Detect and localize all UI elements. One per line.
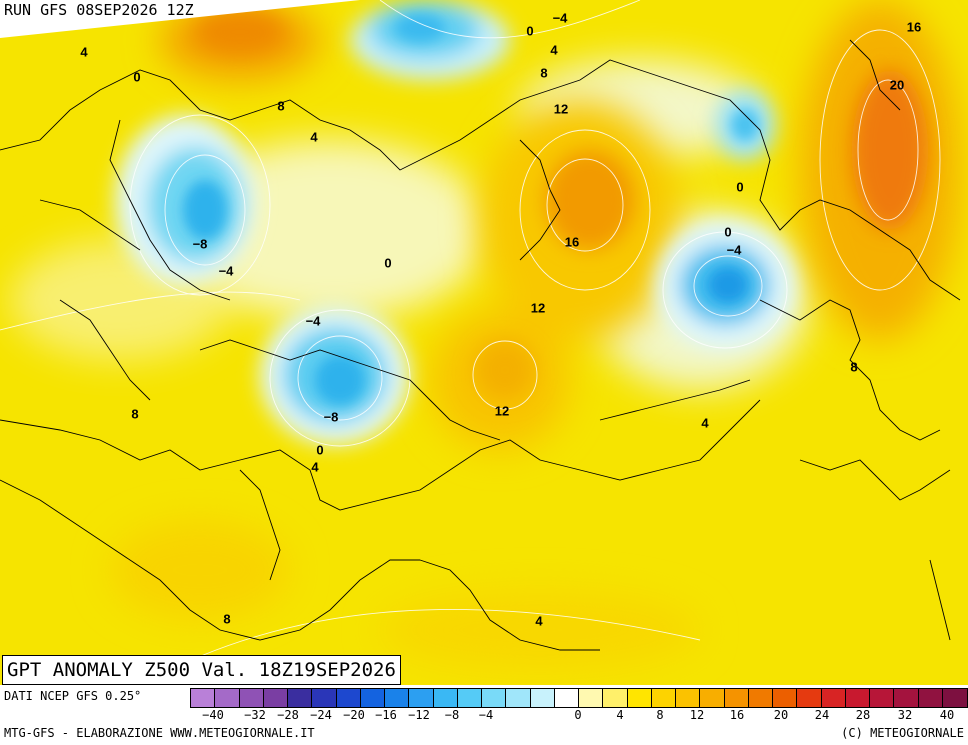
colorbar-swatch xyxy=(409,689,434,707)
contour-label: 12 xyxy=(553,101,569,117)
contour-label: −4 xyxy=(218,263,234,279)
contour-label: 4 xyxy=(310,129,318,145)
contour-lines xyxy=(0,0,941,681)
colorbar-tick-label: −4 xyxy=(478,708,494,722)
colorbar-swatch xyxy=(482,689,507,707)
contour-label: 12 xyxy=(530,300,546,316)
data-source-label: DATI NCEP GFS 0.25° xyxy=(4,689,142,703)
colorbar-swatch xyxy=(724,689,749,707)
contour-label: 16 xyxy=(564,234,580,250)
contour-label: 4 xyxy=(80,44,88,60)
colorbar-swatch xyxy=(870,689,895,707)
colorbar-tick-label: 20 xyxy=(773,708,789,722)
colorbar-swatch xyxy=(433,689,458,707)
colorbar-swatch xyxy=(603,689,628,707)
colorbar-swatch xyxy=(360,689,385,707)
coastlines-borders xyxy=(0,39,961,651)
credit-right: (C) METEOGIORNALE xyxy=(841,726,964,740)
colorbar-swatch xyxy=(845,689,870,707)
colorbar-swatch xyxy=(239,689,264,707)
colorbar-tick-label: 40 xyxy=(939,708,955,722)
colorbar-swatch xyxy=(773,689,798,707)
contour-label: 4 xyxy=(535,613,543,629)
field-hot-areas xyxy=(195,10,928,400)
contour-label: 8 xyxy=(850,359,858,375)
contour-label: 16 xyxy=(906,19,922,35)
colorbar-swatch xyxy=(821,689,846,707)
colorbar-swatch xyxy=(700,689,725,707)
colorbar-swatch xyxy=(797,689,822,707)
colorbar-tick-label: 28 xyxy=(855,708,871,722)
contour-label: 4 xyxy=(550,42,558,58)
contour-label: 12 xyxy=(494,403,510,419)
colorbar-tick-label: 8 xyxy=(656,708,664,722)
colorbar-tick-label: −24 xyxy=(310,708,332,722)
contour-label: 8 xyxy=(223,611,231,627)
colorbar-tick-label: 0 xyxy=(574,708,582,722)
colorbar-swatch xyxy=(506,689,531,707)
colorbar-ticks: −40 −32 −28 −24 −20 −16 −12 −8 −4 0 4 8 12 16 20 24 28 32… xyxy=(190,708,966,724)
contour-label: 0 xyxy=(736,179,744,195)
anomaly-title: GPT ANOMALY Z500 Val. 18Z19SEP2026 xyxy=(2,655,401,685)
colorbar-swatch xyxy=(554,689,579,707)
contour-label: 8 xyxy=(131,406,139,422)
map-border-wedge xyxy=(0,0,360,38)
colorbar-tick-label: −8 xyxy=(444,708,460,722)
colorbar-tick-label: −16 xyxy=(375,708,397,722)
colorbar-swatch xyxy=(918,689,943,707)
contour-label: −4 xyxy=(726,242,742,258)
field-cold-cores xyxy=(183,14,759,405)
contour-label: −8 xyxy=(323,409,339,425)
colorbar-tick-label: 4 xyxy=(616,708,624,722)
colorbar-swatch xyxy=(288,689,313,707)
colorbar-swatch xyxy=(457,689,482,707)
colorbar-swatch xyxy=(385,689,410,707)
map-canvas xyxy=(0,0,968,685)
colorbar-tick-label: 32 xyxy=(897,708,913,722)
contour-label: −8 xyxy=(192,236,208,252)
colorbar-swatch xyxy=(579,689,604,707)
contour-label: 0 xyxy=(724,224,732,240)
colorbar-tick-label: −20 xyxy=(343,708,365,722)
run-label: RUN GFS 08SEP2026 12Z xyxy=(4,1,194,19)
colorbar-tick-label: 12 xyxy=(689,708,705,722)
colorbar-swatch xyxy=(627,689,652,707)
colorbar-swatch xyxy=(336,689,361,707)
contour-label: 4 xyxy=(311,459,319,475)
credit-left: MTG-GFS - ELABORAZIONE WWW.METEOGIORNALE… xyxy=(4,726,315,740)
contour-label: 0 xyxy=(384,255,392,271)
colorbar-swatch xyxy=(676,689,701,707)
colorbar-tick-label: −28 xyxy=(277,708,299,722)
contour-label: 4 xyxy=(701,415,709,431)
contour-label: 8 xyxy=(277,98,285,114)
colorbar xyxy=(190,688,968,708)
colorbar-tick-label: 24 xyxy=(814,708,830,722)
contour-label: −4 xyxy=(305,313,321,329)
colorbar-swatch xyxy=(651,689,676,707)
contour-label: 0 xyxy=(316,442,324,458)
colorbar-swatch xyxy=(894,689,919,707)
colorbar-swatch xyxy=(312,689,337,707)
colorbar-tick-label: −12 xyxy=(408,708,430,722)
colorbar-tick-label: −40 xyxy=(202,708,224,722)
colorbar-swatch xyxy=(215,689,240,707)
contour-label: 0 xyxy=(133,69,141,85)
contour-label: 0 xyxy=(526,23,534,39)
contour-label: 8 xyxy=(540,65,548,81)
anomaly-map: 4 0 8 4 −8 −4 0 −4 −8 0 4 8 8 0 −4 4 8 12 16 12 12 0 0 −4 4 16 20 8… xyxy=(0,0,968,685)
contour-label: −4 xyxy=(552,10,568,26)
colorbar-swatch xyxy=(191,689,216,707)
colorbar-swatch xyxy=(530,689,555,707)
contour-label: 20 xyxy=(889,77,905,93)
colorbar-swatch xyxy=(942,689,967,707)
colorbar-swatch xyxy=(748,689,773,707)
colorbar-swatch xyxy=(263,689,288,707)
colorbar-tick-label: 16 xyxy=(729,708,745,722)
colorbar-tick-label: −32 xyxy=(244,708,266,722)
